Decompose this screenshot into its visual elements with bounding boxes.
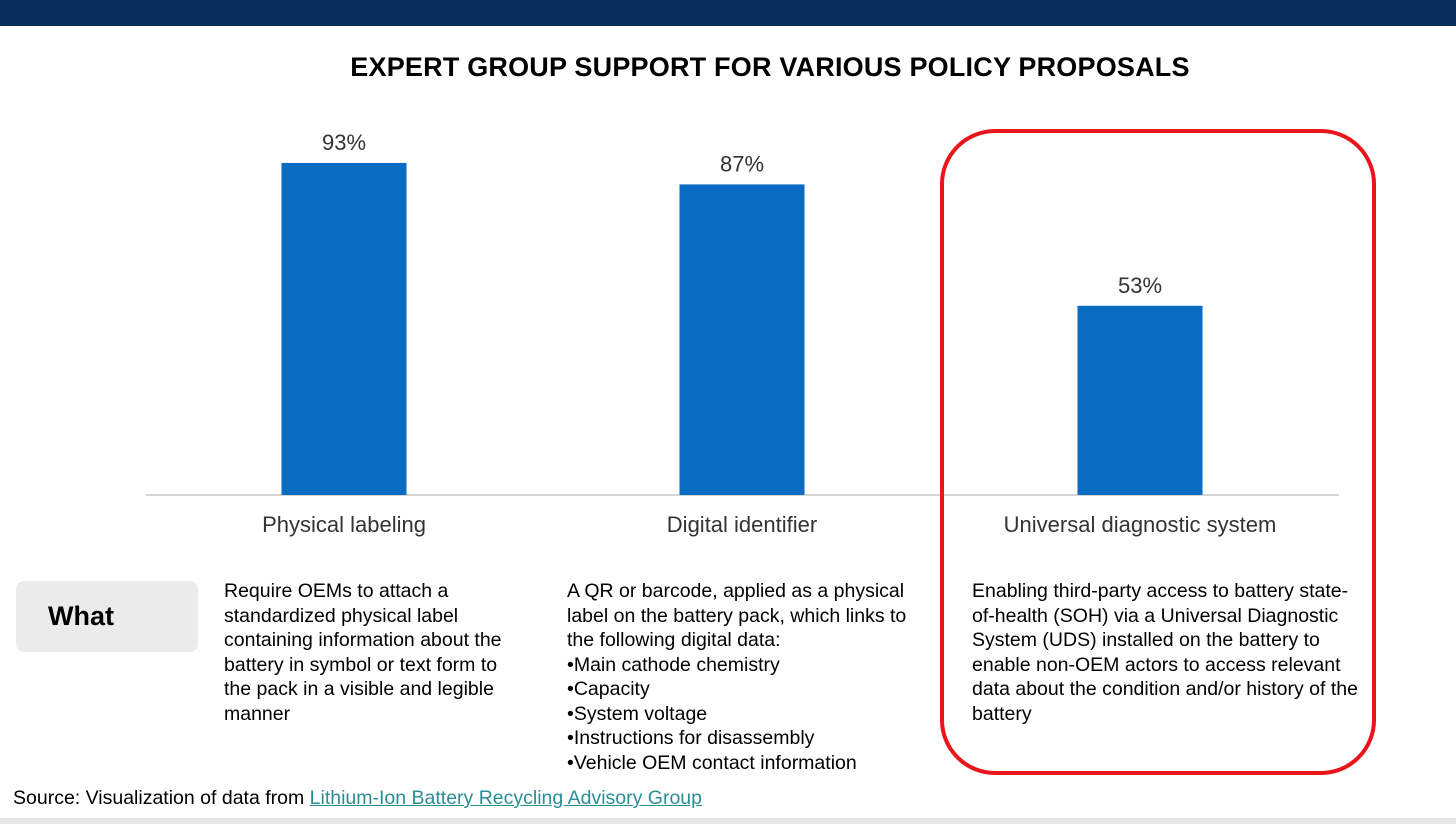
what-label: What [48,601,114,631]
source-link[interactable]: Lithium-Ion Battery Recycling Advisory G… [309,787,702,809]
list-item: System voltage [567,702,927,727]
list-item: Main cathode chemistry [567,653,927,678]
list-item: Capacity [567,677,927,702]
digital-data-list: Main cathode chemistry Capacity System v… [567,653,927,776]
source-note: Source: Visualization of data from Lithi… [13,787,702,810]
description-text: Enabling third-party access to battery s… [972,580,1358,725]
description-physical-labeling: Require OEMs to attach a standardized ph… [224,579,524,726]
description-digital-identifier: A QR or barcode, applied as a physical l… [567,579,927,775]
data-label: 53% [1118,273,1162,298]
source-prefix: Source: Visualization of data from [13,787,310,809]
bar [679,184,805,495]
top-banner [0,0,1456,26]
description-text: A QR or barcode, applied as a physical l… [567,580,907,651]
category-label: Physical labeling [262,512,426,537]
highlight-frame [940,129,1376,775]
what-label-box [16,581,198,652]
bottom-strip [0,818,1456,824]
description-text: Require OEMs to attach a standardized ph… [224,580,502,725]
list-item: Instructions for disassembly [567,726,927,751]
bar-chart: 93% Physical labeling 87% Digital identifie… [146,130,1339,537]
bar [1077,305,1203,495]
list-item: Vehicle OEM contact information [567,751,927,776]
description-universal-diagnostic-system: Enabling third-party access to battery s… [972,579,1367,726]
bar [281,162,407,496]
data-label: 87% [720,151,764,176]
data-label: 93% [322,130,366,155]
chart-title: EXPERT GROUP SUPPORT FOR VARIOUS POLICY … [350,52,1190,82]
category-label: Digital identifier [667,512,817,537]
category-label: Universal diagnostic system [1004,512,1277,537]
